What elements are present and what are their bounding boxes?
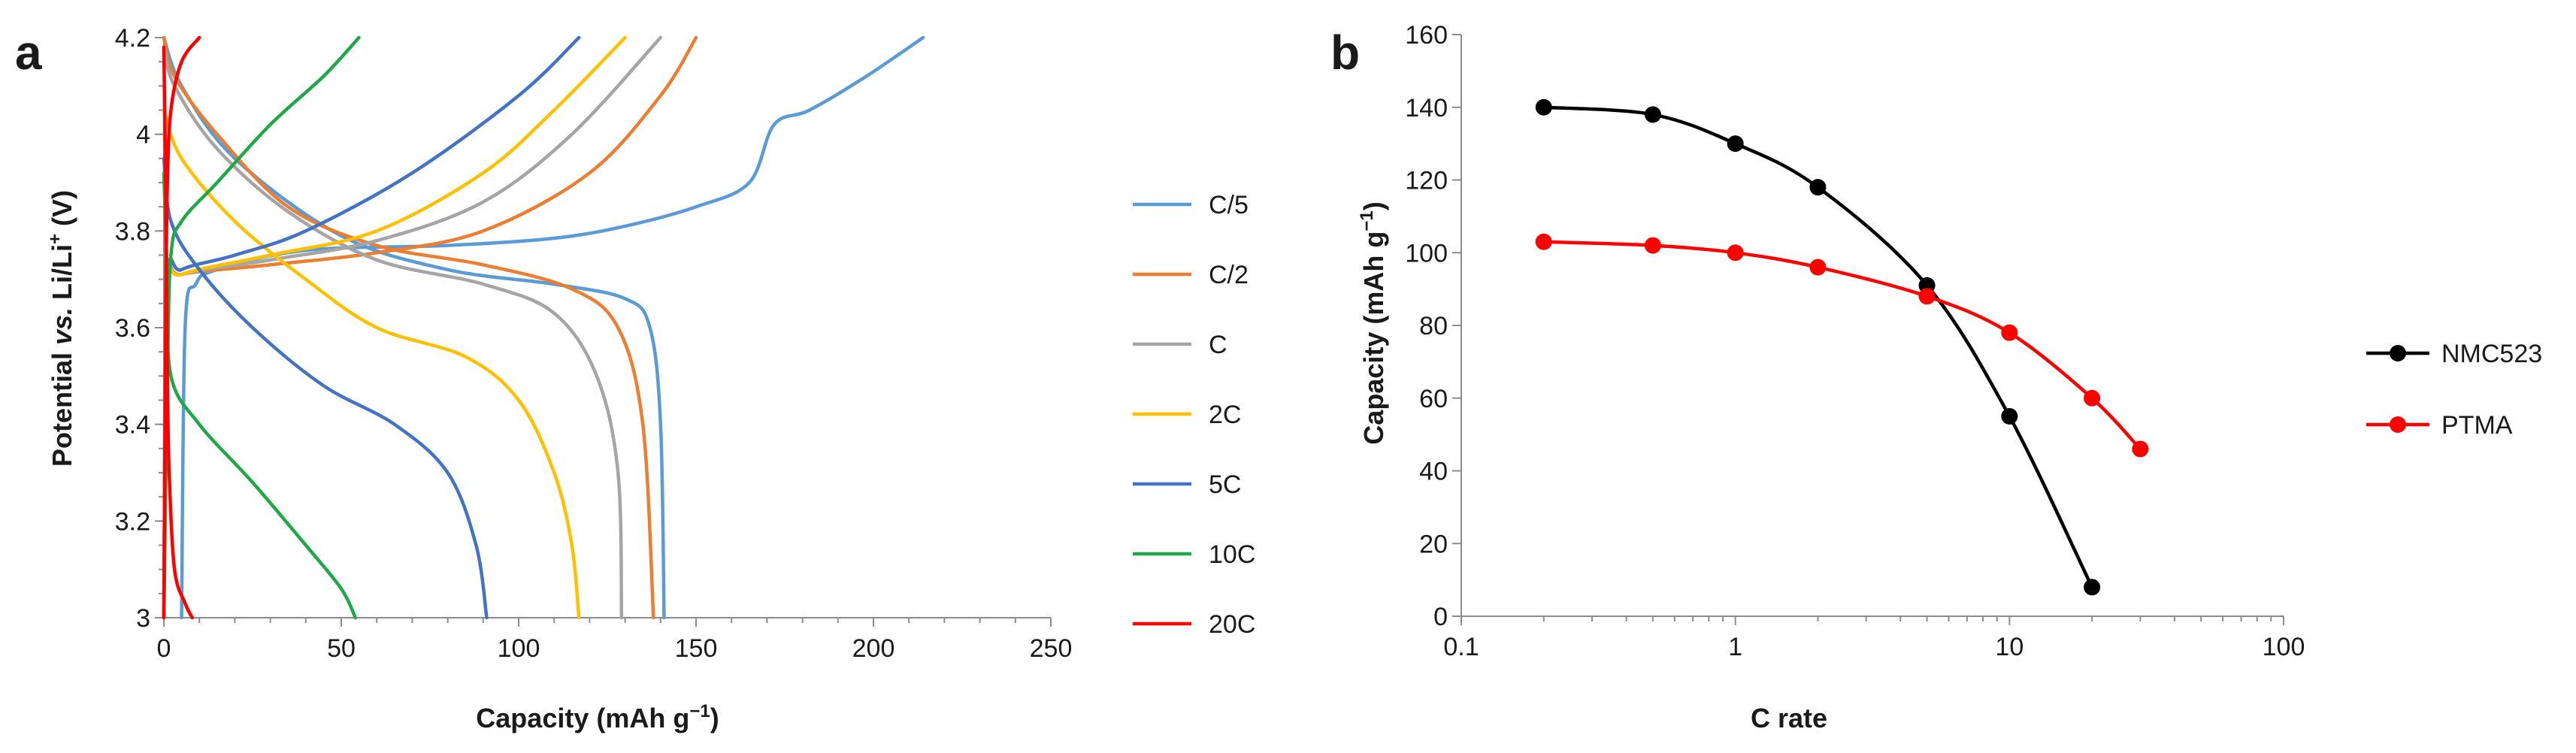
panel-b-chart: 0.1 1 10 100 0 20 40 60 80 100 120 140 160 C rate Ca… (1357, 21, 2542, 733)
panel-a-y-tick-label: 4 (136, 121, 150, 150)
panel-a-y-tick-label: 3.6 (115, 314, 150, 343)
panel-a-x-tick-label: 100 (498, 634, 540, 663)
panel-a-x-tick-label: 200 (852, 634, 895, 663)
legend-label-c: C (1209, 331, 1227, 359)
panel-b-y-axis-title: Capacity (mAh g−1) (1357, 201, 1389, 444)
panel-b-y-tick-label: 140 (1405, 94, 1448, 122)
series-nmc523-point (1809, 179, 1827, 196)
legend-label-5c: 5C (1209, 470, 1241, 499)
series-c-2-discharge-line (162, 35, 655, 620)
panel-b-x-axis-title: C rate (1751, 703, 1827, 733)
series-nmc523-point (1644, 106, 1661, 123)
panel-b-y-tick-label: 60 (1419, 385, 1448, 413)
series-ptma-point (1809, 259, 1827, 276)
panel-b-y-tick-label: 160 (1405, 21, 1448, 50)
series-c-5-charge-line (180, 35, 925, 620)
legend-label-nmc523: NMC523 (2441, 340, 2542, 368)
panel-b-y-tick-label: 80 (1419, 312, 1448, 340)
panel-b-x-tick-label: 0.1 (1443, 633, 1479, 661)
panel-b-x-tick-label: 100 (2263, 633, 2305, 661)
legend-marker-nmc523 (2390, 345, 2406, 361)
legend-label-c-2: C/2 (1209, 261, 1249, 289)
series-10c-charge-line (162, 35, 361, 620)
series-nmc523-point (2084, 579, 2101, 596)
panel-a-y-tick-label: 3.4 (115, 411, 150, 440)
legend-label-10c: 10C (1209, 540, 1255, 569)
legend-label-20c: 20C (1209, 610, 1255, 639)
panel-a-x-axis-title: Capacity (mAh g−1) (476, 701, 719, 733)
series-ptma-point (1535, 233, 1552, 250)
panel-a-axes: 0 50 100 150 200 250 3 3.2 3.4 3.6 3.8 4 4.2 (115, 24, 1073, 663)
panel-letter-b: b (1330, 26, 1360, 80)
panel-b-series (1535, 98, 2149, 596)
panel-a-legend: C/5 C/2 C 2C 5C 10C 20C (1133, 191, 1255, 639)
panel-b-legend: NMC523 PTMA (2366, 340, 2542, 440)
series-c-5-discharge-line (162, 35, 666, 620)
panel-a-y-tick-label: 3 (136, 604, 150, 633)
panel-a-x-tick-label: 150 (675, 634, 718, 663)
series-10c-discharge-line (162, 171, 358, 620)
series-ptma-point (2084, 389, 2101, 407)
series-nmc523-point (1535, 98, 1552, 116)
panel-a-y-tick-label: 3.2 (115, 507, 150, 536)
series-ptma-line (1543, 240, 2142, 451)
legend-label-ptma: PTMA (2441, 411, 2513, 440)
panel-b-y-tick-label: 20 (1419, 530, 1448, 558)
series-ptma-point (2001, 324, 2018, 341)
legend-marker-ptma (2390, 416, 2406, 433)
panel-b-axes: 0.1 1 10 100 0 20 40 60 80 100 120 140 160 (1405, 21, 2305, 661)
series-2c-charge-line (162, 35, 627, 620)
series-ptma-point (2132, 440, 2149, 458)
series-ptma-point (1918, 288, 1936, 305)
legend-label-c-5: C/5 (1209, 191, 1249, 219)
panel-a-chart: 0 50 100 150 200 250 3 3.2 3.4 3.6 3.8 4 4.2 Capacit… (45, 24, 1255, 733)
panel-b-y-tick-label: 100 (1405, 239, 1448, 268)
panel-a-y-axis-title: Potential vs. Li/Li+ (V) (45, 190, 77, 467)
panel-b-y-tick-label: 40 (1419, 458, 1448, 486)
panel-a-series (162, 35, 925, 620)
panel-b-x-tick-label: 1 (1728, 633, 1742, 661)
panel-a-x-tick-label: 250 (1030, 634, 1073, 663)
series-nmc523-point (1727, 135, 1744, 153)
panel-a-x-tick-label: 50 (327, 634, 356, 663)
series-2c-discharge-line (162, 108, 581, 620)
series-c-charge-line (162, 35, 663, 620)
series-nmc523-point (2001, 407, 2018, 425)
panel-letter-a: a (15, 26, 42, 80)
series-20c-discharge-line (162, 45, 195, 620)
panel-b-x-tick-label: 10 (1995, 633, 2024, 661)
series-ptma-point (1727, 244, 1744, 262)
panel-a-x-tick-label: 0 (157, 634, 171, 663)
panel-a-y-tick-label: 3.8 (115, 217, 150, 246)
series-5c-charge-line (162, 35, 581, 620)
panel-b-y-tick-label: 0 (1433, 603, 1448, 631)
legend-label-2c: 2C (1209, 401, 1241, 429)
series-ptma-point (1644, 237, 1661, 254)
panel-b-y-tick-label: 120 (1405, 167, 1448, 195)
panel-a-y-tick-label: 4.2 (115, 24, 150, 53)
series-c-discharge-line (162, 45, 624, 620)
series-5c-discharge-line (162, 156, 489, 620)
